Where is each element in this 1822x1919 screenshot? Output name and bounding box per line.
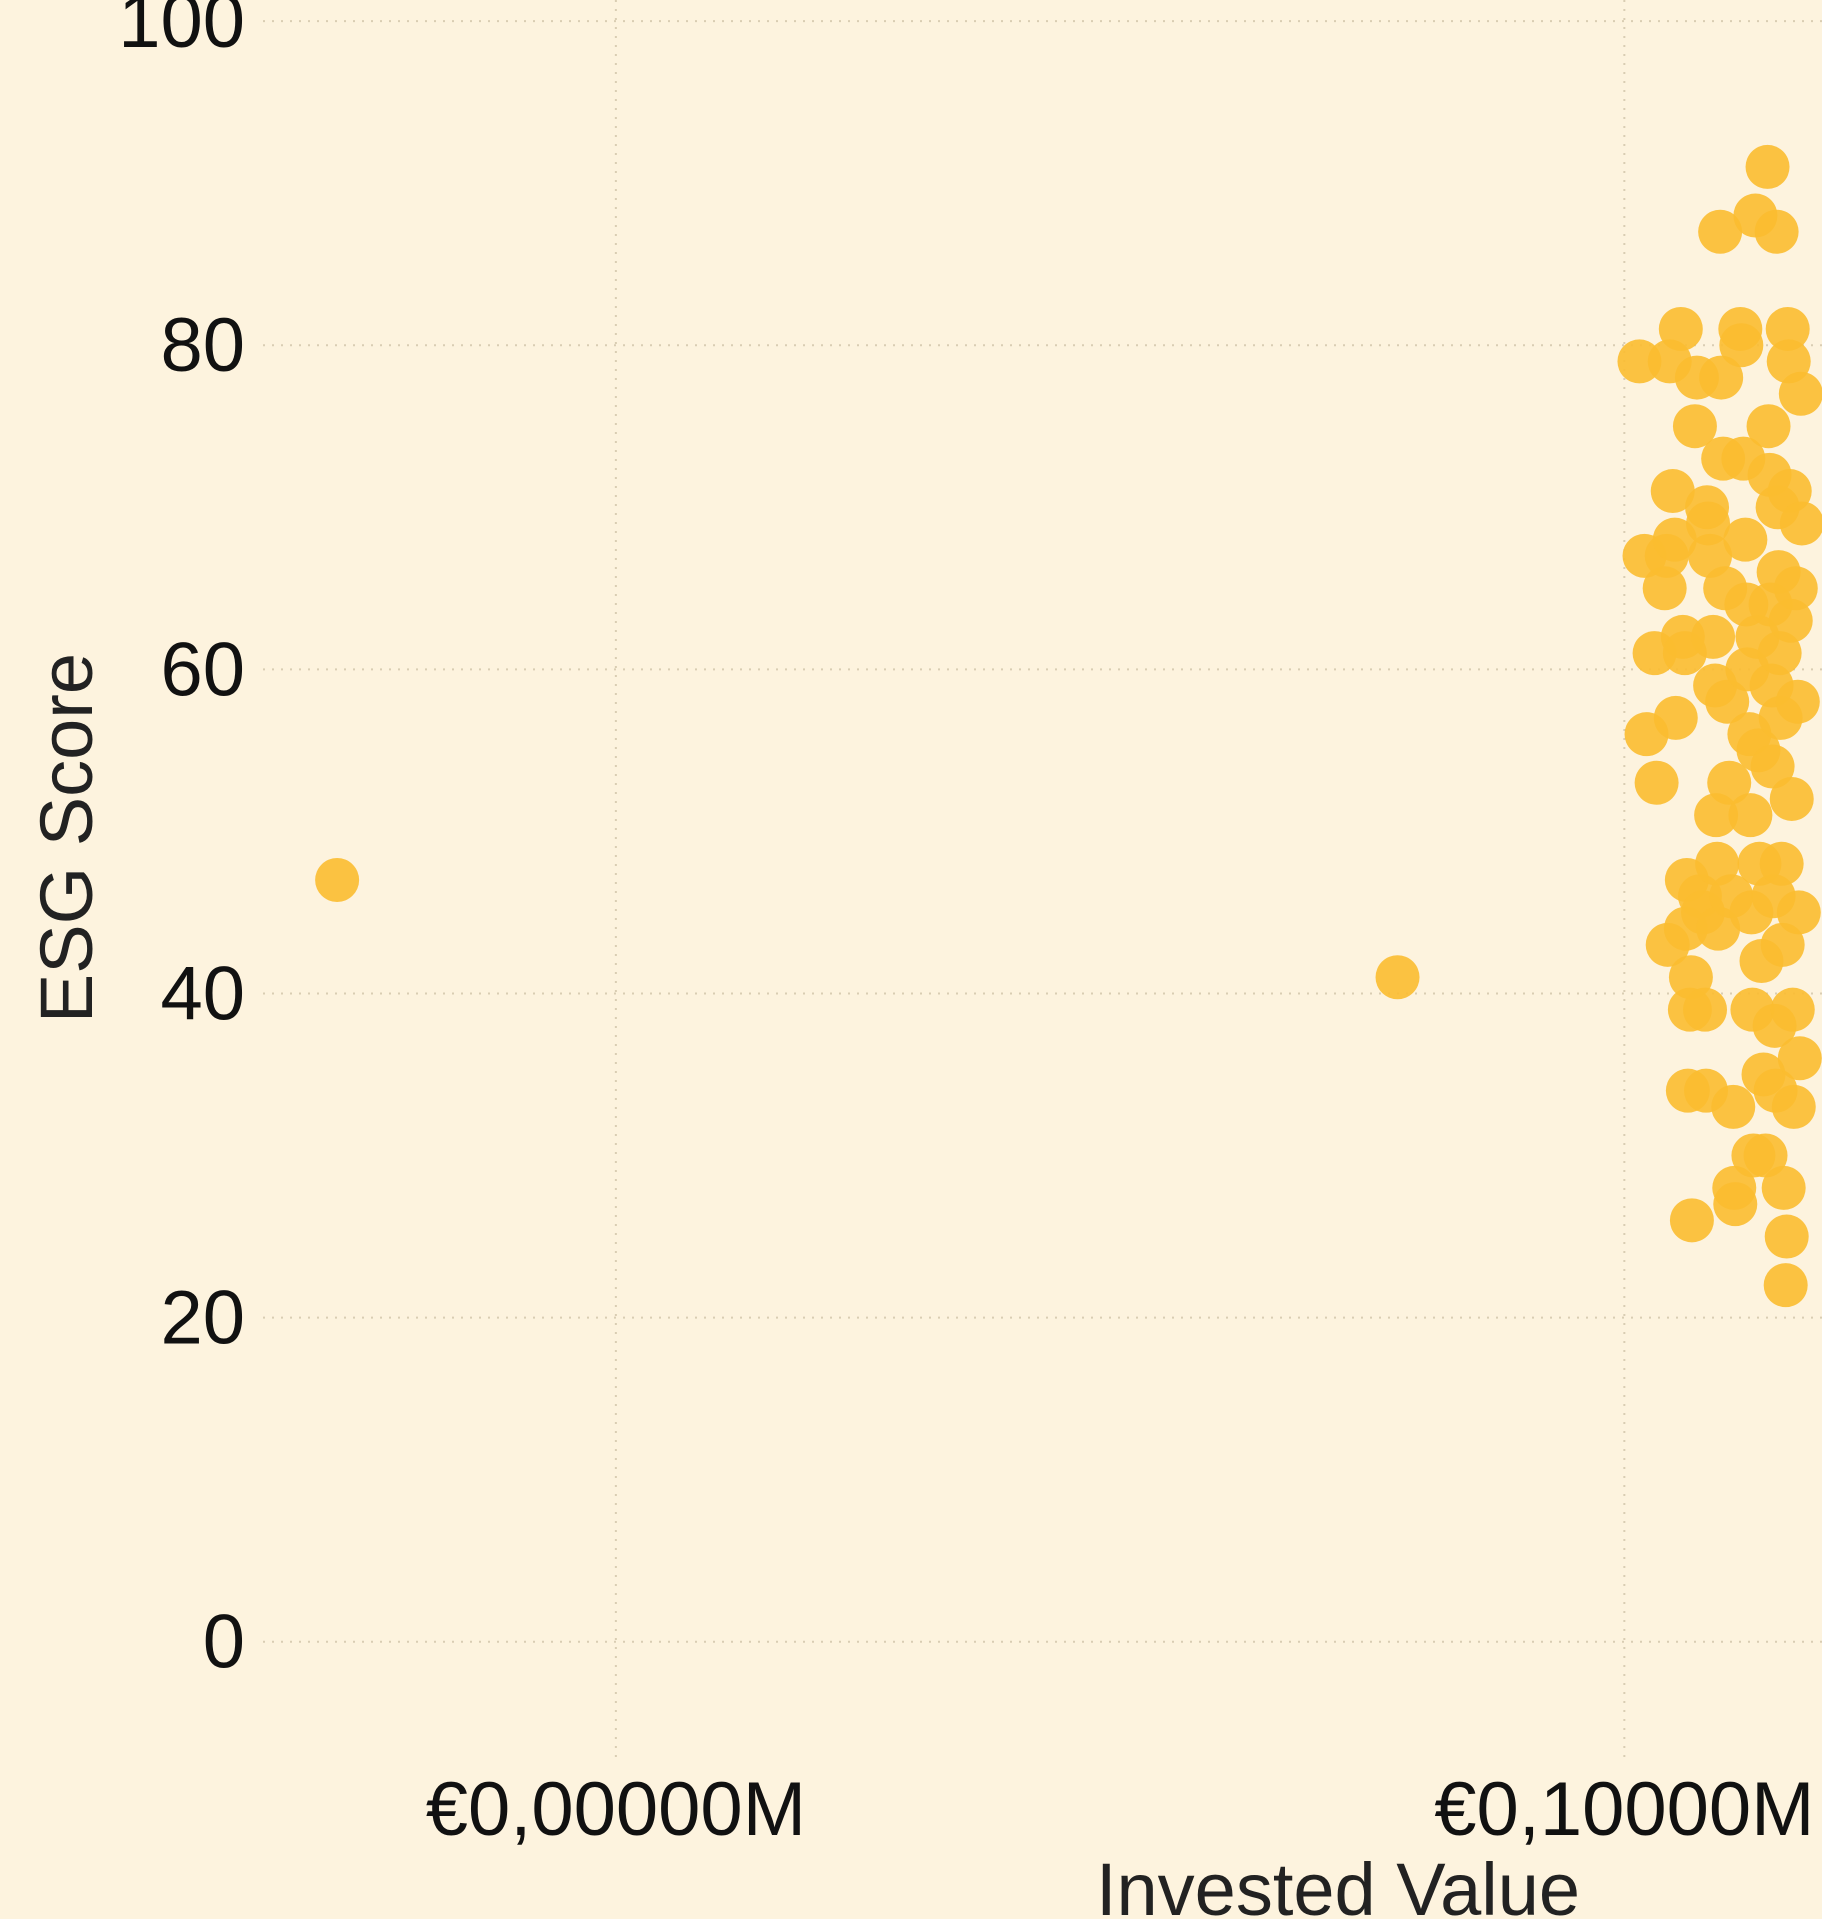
data-point — [1375, 955, 1420, 1000]
y-tick-label: 0 — [203, 1600, 245, 1685]
data-point — [1699, 355, 1744, 400]
y-axis-tick-labels: 0 20 40 60 80 100 — [118, 0, 245, 1685]
data-point — [1750, 744, 1795, 789]
data-point — [1746, 404, 1791, 449]
data-point — [1650, 469, 1695, 514]
y-axis-title: ESG Score — [25, 653, 108, 1023]
x-tick-label: €0,00000M — [426, 1767, 806, 1852]
data-point — [1771, 1084, 1816, 1129]
data-point — [1743, 1133, 1788, 1178]
data-point — [1768, 598, 1813, 643]
data-point — [1705, 679, 1750, 724]
data-point — [1713, 1182, 1758, 1227]
data-point — [1719, 323, 1764, 368]
data-point — [1760, 922, 1805, 967]
data-point — [1672, 404, 1717, 449]
data-point — [1711, 1084, 1756, 1129]
data-point — [1683, 987, 1728, 1032]
data-point — [1778, 371, 1822, 416]
data-point — [1669, 1198, 1714, 1243]
data-point — [1653, 695, 1698, 740]
data-point — [1763, 1263, 1808, 1308]
data-point — [1707, 760, 1752, 805]
x-axis-title: Invested Value — [1096, 1848, 1580, 1919]
data-point — [1765, 306, 1810, 351]
data-point — [1691, 614, 1736, 659]
y-tick-label: 40 — [160, 951, 245, 1036]
data-point — [1634, 760, 1679, 805]
y-tick-label: 20 — [160, 1276, 245, 1361]
data-point — [1686, 501, 1731, 546]
x-tick-label: €0,10000M — [1434, 1767, 1814, 1852]
data-point — [315, 858, 360, 902]
data-point — [1779, 501, 1822, 546]
data-point — [1777, 1036, 1822, 1081]
y-tick-label: 60 — [160, 627, 245, 712]
data-point — [1754, 209, 1799, 254]
data-point — [1698, 209, 1743, 254]
data-point — [1764, 1214, 1809, 1259]
data-point — [1759, 841, 1804, 886]
data-point — [1773, 566, 1818, 611]
x-axis-tick-labels: €0,00000M €0,10000M — [426, 1767, 1815, 1852]
data-point — [1745, 144, 1790, 189]
data-point — [1769, 776, 1814, 821]
data-point — [1652, 517, 1697, 562]
y-tick-label: 80 — [160, 303, 245, 388]
data-point — [1723, 517, 1768, 562]
data-point — [1775, 679, 1820, 724]
data-point — [1728, 793, 1773, 838]
data-point — [1761, 1165, 1806, 1210]
data-point — [1770, 987, 1815, 1032]
data-point — [1642, 566, 1687, 611]
data-points — [315, 144, 1822, 1308]
data-point — [1658, 306, 1703, 351]
data-point — [1617, 339, 1662, 384]
data-point — [1776, 890, 1821, 935]
y-tick-label: 100 — [118, 0, 245, 64]
